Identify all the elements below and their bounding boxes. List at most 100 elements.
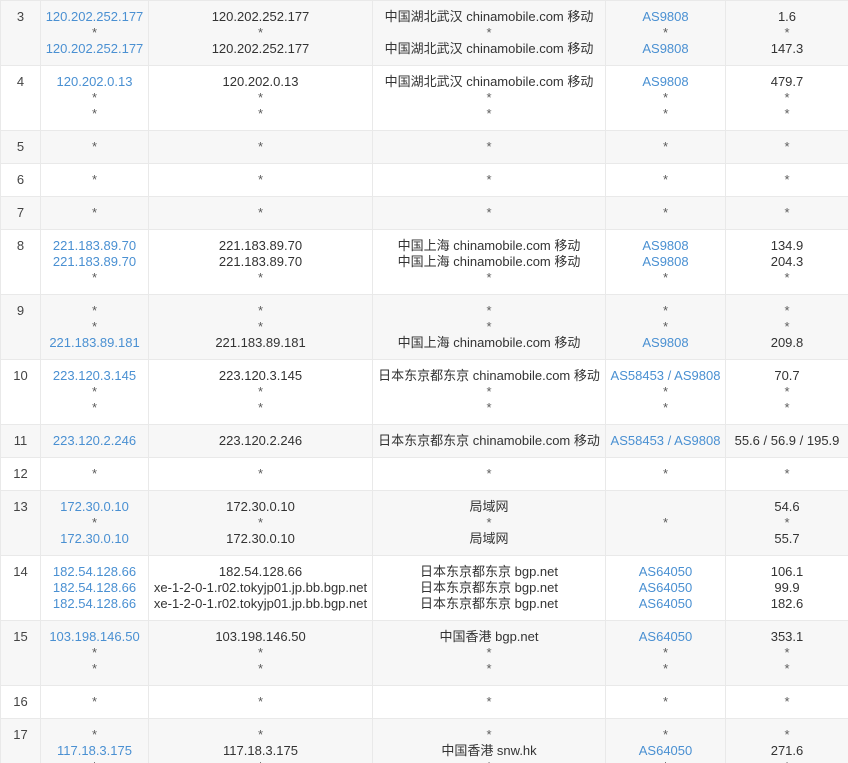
asn-cell: * (605, 490, 726, 556)
hop-cell: 15 (0, 620, 41, 686)
timeout-star: * (486, 466, 492, 481)
host-cell: 103.198.146.50 * * (148, 620, 373, 686)
ip-link[interactable]: 223.120.2.246 (52, 433, 137, 448)
asn-link[interactable]: AS9808 (674, 368, 721, 383)
asn-link[interactable]: AS64050 (638, 564, 693, 579)
location-line: 中国上海 chinamobile.com 移动 (377, 335, 601, 351)
ip-cell: * (40, 130, 149, 164)
asn-cell: AS58453 / AS9808 * * (605, 359, 726, 425)
latency-cell: 55.6 / 56.9 / 195.9 (725, 424, 848, 458)
asn-link[interactable]: AS9808 (674, 433, 721, 448)
hop-cell: 4 (0, 65, 41, 131)
ip-line: * (45, 400, 144, 416)
location-text: 日本东京都东京 bgp.net (420, 596, 558, 611)
ip-link[interactable]: 221.183.89.181 (49, 335, 140, 350)
location-line: * (377, 384, 601, 400)
ip-link[interactable]: 120.202.252.177 (45, 41, 144, 56)
asn-line: AS58453 / AS9808 (610, 433, 721, 449)
host-line: 221.183.89.70 (153, 254, 368, 270)
latency-cell: 70.7 * * (725, 359, 848, 425)
ip-link[interactable]: 117.18.3.175 (57, 743, 132, 758)
timeout-star: * (784, 172, 790, 187)
asn-link[interactable]: AS58453 (610, 433, 665, 448)
ip-link[interactable]: 182.54.128.66 (52, 596, 137, 611)
ip-link[interactable]: 221.183.89.70 (52, 238, 137, 253)
latency-line: 479.7 (730, 74, 844, 90)
ip-link[interactable]: 172.30.0.10 (60, 499, 129, 514)
asn-line: AS9808 (610, 238, 721, 254)
latency-cell: * (725, 196, 848, 230)
asn-line: AS64050 (610, 743, 721, 759)
latency-line: * (730, 645, 844, 661)
ip-cell: * (40, 196, 149, 230)
table-row: 14 182.54.128.66 182.54.128.66 182.54.128.6… (0, 555, 848, 621)
location-cell: 中国香港 bgp.net * * (372, 620, 606, 686)
timeout-star: * (784, 694, 790, 709)
asn-line: * (610, 645, 721, 661)
latency-cell: 479.7 * * (725, 65, 848, 131)
timeout-star: * (91, 727, 98, 742)
latency-cell: * (725, 457, 848, 491)
ip-link[interactable]: 103.198.146.50 (49, 629, 140, 644)
asn-link[interactable]: AS9808 (642, 41, 689, 56)
location-cell: 日本东京都东京 bgp.net 日本东京都东京 bgp.net 日本东京都东京 bg… (372, 555, 606, 621)
asn-link[interactable]: AS64050 (638, 596, 693, 611)
latency-line: * (730, 400, 844, 416)
ip-link[interactable]: 182.54.128.66 (52, 564, 137, 579)
latency-cell: 106.1 99.9 182.6 (725, 555, 848, 621)
location-line: 中国湖北武汉 chinamobile.com 移动 (377, 74, 601, 90)
hop-cell: 12 (0, 457, 41, 491)
table-row: 16 * * * * * (0, 685, 848, 719)
asn-link[interactable]: AS9808 (642, 335, 689, 350)
timeout-star: * (662, 645, 669, 660)
timeout-star: * (662, 25, 669, 40)
asn-link[interactable]: AS9808 (642, 238, 689, 253)
timeout-star: * (257, 694, 264, 709)
timeout-star: * (91, 90, 98, 105)
ip-link[interactable]: 182.54.128.66 (52, 580, 137, 595)
host-line: * (153, 205, 368, 221)
location-text: 中国湖北武汉 chinamobile.com 移动 (384, 41, 594, 56)
asn-link[interactable]: AS64050 (638, 743, 693, 758)
timeout-star: * (784, 400, 790, 415)
asn-line: * (610, 270, 721, 286)
latency-line: * (730, 106, 844, 122)
ip-line: * (45, 90, 144, 106)
ip-line: * (45, 727, 144, 743)
timeout-star: * (257, 661, 264, 676)
asn-line: * (610, 205, 721, 221)
asn-link[interactable]: AS64050 (638, 629, 693, 644)
location-cell: * (372, 457, 606, 491)
table-row: 5 * * * * * (0, 130, 848, 164)
latency-text: 271.6 (770, 743, 804, 758)
ip-link[interactable]: 221.183.89.70 (52, 254, 137, 269)
host-text: 182.54.128.66 (218, 564, 303, 579)
asn-link[interactable]: AS9808 (642, 254, 689, 269)
timeout-star: * (662, 139, 669, 154)
host-line: * (153, 515, 368, 531)
asn-link[interactable]: AS64050 (638, 580, 693, 595)
latency-line: * (730, 727, 844, 743)
latency-line: * (730, 205, 844, 221)
timeout-star: * (91, 25, 98, 40)
host-line: * (153, 645, 368, 661)
table-row: 11 223.120.2.246 223.120.2.246 日本东京都东京 chin… (0, 424, 848, 458)
timeout-star: * (784, 466, 790, 481)
asn-link[interactable]: AS9808 (642, 74, 689, 89)
timeout-star: * (662, 384, 669, 399)
ip-link[interactable]: 172.30.0.10 (60, 531, 129, 546)
asn-link[interactable]: AS58453 (610, 368, 665, 383)
ip-link[interactable]: 120.202.252.177 (45, 9, 144, 24)
hop-cell: 3 (0, 0, 41, 66)
location-line: * (377, 727, 601, 743)
location-cell: * * 中国上海 chinamobile.com 移动 (372, 294, 606, 360)
location-text: 中国上海 chinamobile.com 移动 (397, 238, 581, 253)
location-line: 日本东京都东京 chinamobile.com 移动 (377, 368, 601, 384)
asn-link[interactable]: AS9808 (642, 9, 689, 24)
ip-link[interactable]: 223.120.3.145 (52, 368, 137, 383)
location-line: 日本东京都东京 bgp.net (377, 564, 601, 580)
latency-line: 353.1 (730, 629, 844, 645)
ip-link[interactable]: 120.202.0.13 (56, 74, 133, 89)
timeout-star: * (486, 645, 492, 660)
